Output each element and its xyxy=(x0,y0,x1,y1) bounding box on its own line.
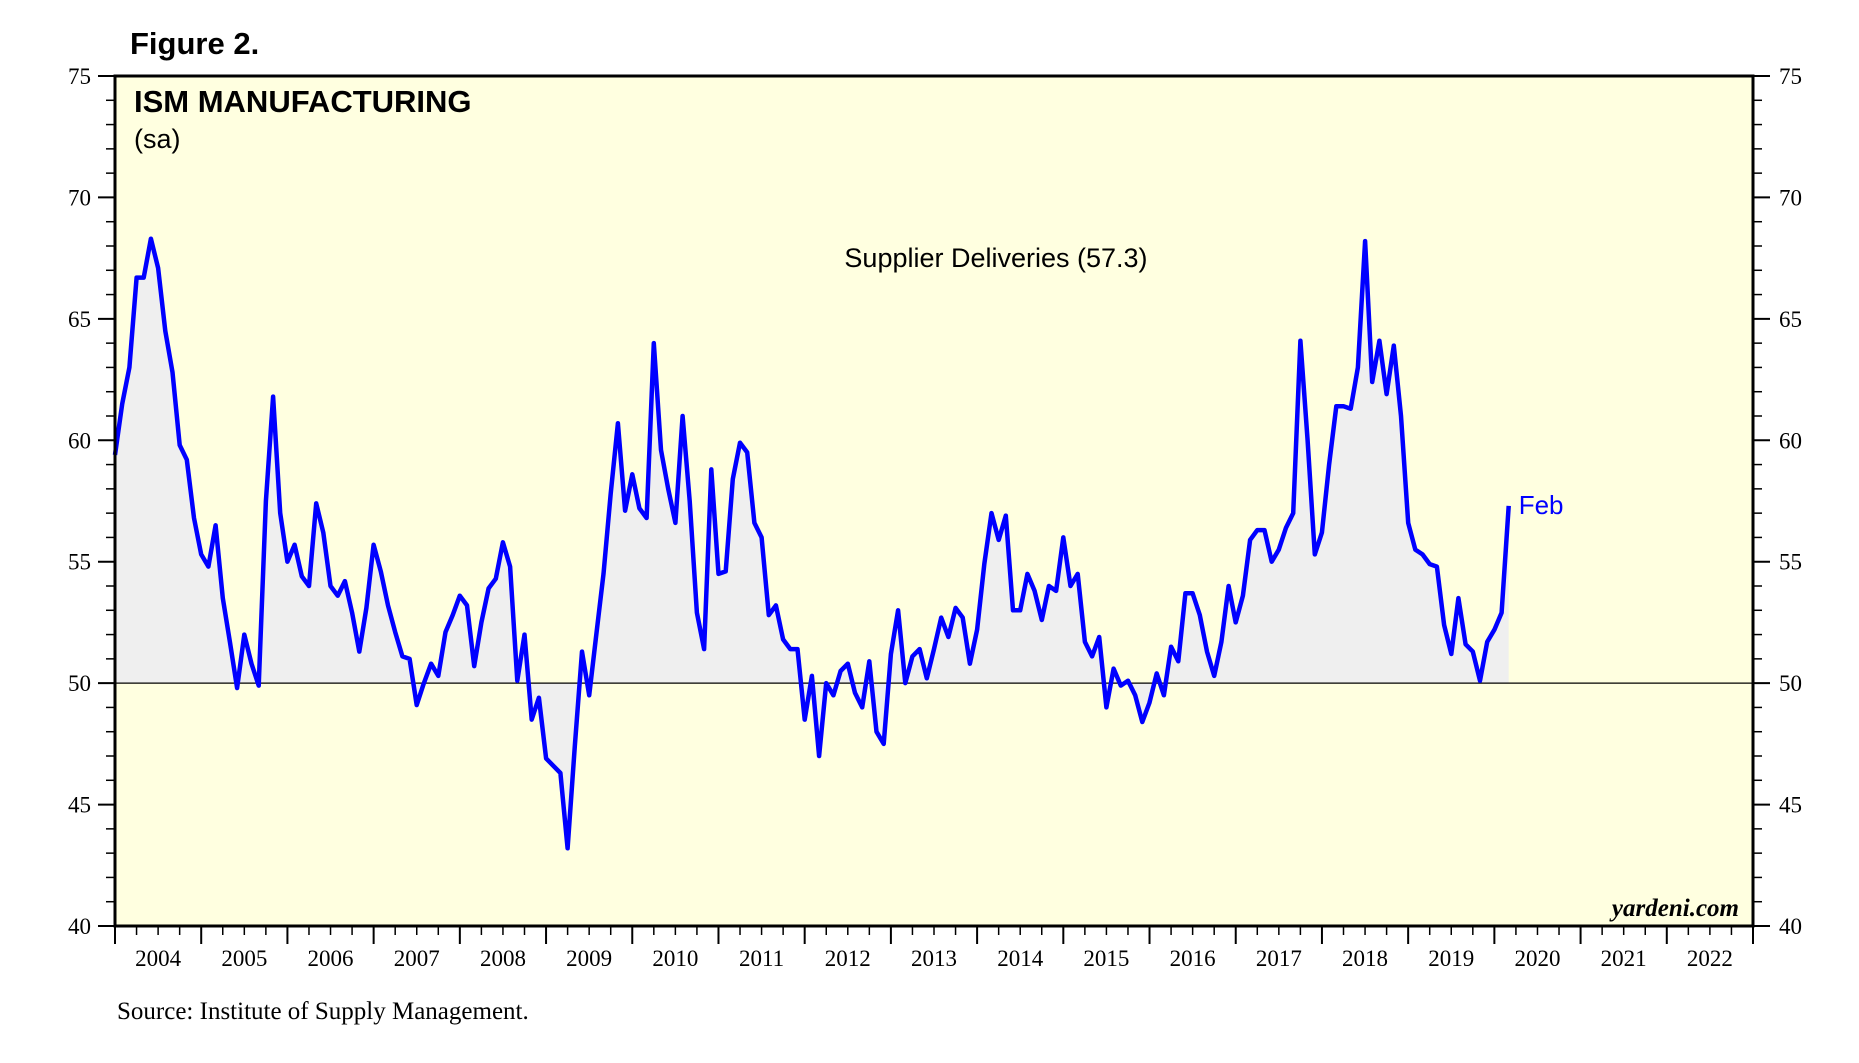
x-tick-label: 2019 xyxy=(1428,946,1474,971)
axis-ticks xyxy=(98,75,1770,944)
y-axis-left-labels: 40 45 50 55 60 65 70 75 xyxy=(68,64,91,939)
x-tick-label: 2007 xyxy=(394,946,440,971)
y-tick-label-left: 70 xyxy=(68,185,91,210)
y-tick-label-left: 50 xyxy=(68,671,91,696)
x-tick-label: 2017 xyxy=(1256,946,1302,971)
x-tick-label: 2011 xyxy=(739,946,784,971)
x-tick-label: 2010 xyxy=(652,946,698,971)
y-tick-label-right: 70 xyxy=(1779,185,1802,210)
x-tick-label: 2012 xyxy=(825,946,871,971)
x-tick-label: 2016 xyxy=(1170,946,1216,971)
series-line-supplier-deliveries xyxy=(112,236,1511,851)
y-tick-label-left: 45 xyxy=(68,793,91,818)
y-tick-label-left: 75 xyxy=(68,64,91,89)
y-tick-label-left: 55 xyxy=(68,550,91,575)
x-tick-label: 2014 xyxy=(997,946,1044,971)
y-tick-label-right: 55 xyxy=(1779,550,1802,575)
source-note: Source: Institute of Supply Management. xyxy=(117,998,529,1025)
y-tick-label-left: 60 xyxy=(68,428,91,453)
series-annotation: Supplier Deliveries (57.3) xyxy=(844,243,1147,273)
x-tick-label: 2021 xyxy=(1601,946,1647,971)
y-tick-label-right: 50 xyxy=(1779,671,1802,696)
y-tick-label-right: 75 xyxy=(1779,64,1802,89)
y-tick-label-right: 45 xyxy=(1779,793,1802,818)
x-axis-labels: 2004 2005 2006 2007 2008 2009 2010 2011 2012 2013… xyxy=(135,946,1733,971)
y-tick-label-right: 40 xyxy=(1779,914,1802,939)
x-tick-label: 2008 xyxy=(480,946,526,971)
plot-background xyxy=(115,76,1753,926)
chart-subtitle: (sa) xyxy=(134,124,181,154)
figure-label: Figure 2. xyxy=(130,26,259,61)
series-end-label: Feb xyxy=(1519,490,1564,520)
x-tick-label: 2015 xyxy=(1083,946,1129,971)
y-tick-label-left: 65 xyxy=(68,307,91,332)
x-tick-label: 2020 xyxy=(1514,946,1560,971)
y-tick-label-right: 65 xyxy=(1779,307,1802,332)
y-tick-label-right: 60 xyxy=(1779,428,1802,453)
x-tick-label: 2018 xyxy=(1342,946,1388,971)
y-axis-right-labels: 40 45 50 55 60 65 70 75 xyxy=(1779,64,1802,939)
x-tick-label: 2022 xyxy=(1687,946,1733,971)
x-tick-label: 2006 xyxy=(308,946,354,971)
x-tick-label: 2005 xyxy=(221,946,267,971)
x-tick-label: 2004 xyxy=(135,946,182,971)
y-tick-label-left: 40 xyxy=(68,914,91,939)
x-tick-label: 2013 xyxy=(911,946,957,971)
chart-title: ISM MANUFACTURING xyxy=(134,84,472,119)
x-tick-label: 2009 xyxy=(566,946,612,971)
watermark: yardeni.com xyxy=(1609,895,1739,922)
